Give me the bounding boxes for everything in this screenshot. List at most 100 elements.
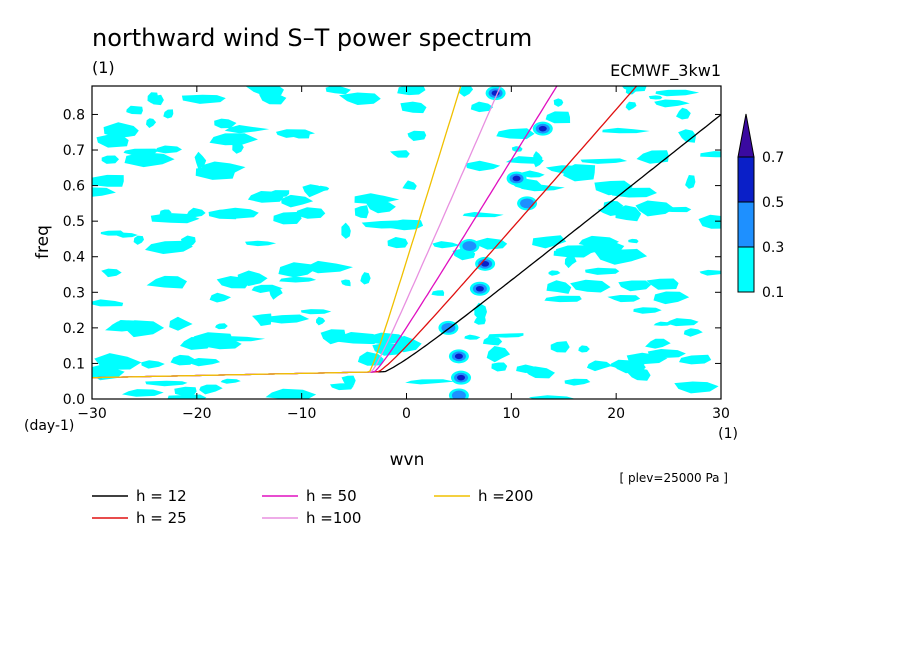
noise-patch: [407, 130, 427, 141]
noise-patch: [341, 375, 356, 387]
noise-patch: [315, 185, 330, 192]
chart-subtitle-right: ECMWF_3kw1: [610, 61, 721, 81]
noise-patch: [594, 248, 648, 265]
y-tick-label: 0.3: [63, 285, 85, 301]
noise-patch: [215, 323, 228, 330]
noise-patch: [544, 295, 582, 303]
colorbar-arrow: [737, 113, 755, 158]
noise-patch: [470, 101, 494, 113]
y-tick-label: 0.1: [63, 356, 85, 372]
noise-patch: [167, 394, 207, 399]
noise-patch: [281, 194, 314, 208]
noise-patch: [496, 128, 535, 140]
noise-patch: [665, 318, 699, 327]
noise-patch: [602, 127, 650, 134]
noise-patch: [402, 180, 417, 190]
noise-patch: [132, 150, 149, 158]
noise-contours: [92, 86, 721, 399]
noise-patch: [141, 360, 165, 369]
noise-patch: [360, 272, 371, 285]
noise-patch: [528, 395, 576, 399]
noise-patch: [195, 164, 236, 180]
noise-patch: [194, 151, 207, 170]
noise-patch: [181, 94, 226, 104]
noise-patch: [580, 238, 625, 254]
noise-patch: [122, 389, 164, 397]
x-tick-label: 10: [502, 406, 520, 422]
noise-patch: [259, 91, 287, 105]
dispersion-curve-h200: [92, 86, 462, 379]
x-tick-label: −30: [77, 406, 107, 422]
noise-patch: [251, 284, 283, 293]
noise-patch: [546, 280, 572, 294]
colorbar-segment: [737, 201, 755, 248]
noise-patch: [163, 109, 174, 119]
legend: h = 12 h = 25 h = 50 h =100 h =200: [92, 487, 533, 527]
noise-patch: [278, 262, 314, 278]
legend-label: h =200: [478, 487, 533, 505]
colorbar-label: 0.5: [762, 195, 784, 211]
noise-patch: [532, 151, 543, 168]
noise-patch: [279, 276, 317, 283]
noise-patch: [300, 309, 332, 315]
noise-patch: [186, 207, 206, 218]
noise-patch: [387, 237, 408, 249]
noise-patch: [146, 118, 157, 128]
noise-patch: [432, 241, 461, 249]
noise-patch: [103, 122, 139, 139]
noise-patch: [361, 220, 407, 229]
peak-level-3: [538, 125, 547, 132]
noise-patch: [214, 118, 237, 129]
y-axis-label: freq: [33, 225, 53, 259]
noise-patch: [636, 150, 669, 164]
noise-patch: [224, 125, 270, 134]
noise-patch: [101, 268, 122, 278]
noise-patch: [266, 314, 310, 324]
noise-patch: [647, 349, 686, 359]
noise-patch: [400, 101, 427, 114]
dispersion-curves: [92, 86, 721, 379]
peak-level-3: [475, 285, 484, 292]
colorbar-label: 0.3: [762, 240, 784, 256]
noise-patch: [462, 212, 504, 218]
noise-patch: [458, 86, 474, 97]
noise-patch: [487, 333, 524, 338]
noise-patch: [372, 343, 406, 356]
noise-patch: [678, 129, 696, 143]
noise-patch: [564, 378, 591, 386]
noise-patch: [339, 92, 381, 105]
x-tick-label: −20: [182, 406, 212, 422]
noise-patch: [699, 269, 721, 276]
colorbar-label: 0.1: [762, 285, 784, 301]
noise-patch: [628, 238, 639, 244]
noise-patch: [486, 346, 511, 363]
noise-patch: [397, 86, 426, 96]
noise-patch: [633, 307, 662, 314]
noise-patch: [580, 158, 628, 164]
noise-patch: [570, 279, 611, 293]
legend-label: h =100: [306, 509, 361, 527]
noise-patch: [645, 338, 671, 349]
x-axis-label: wvn: [390, 450, 425, 470]
noise-patch: [646, 278, 679, 290]
colorbar-segment: [737, 156, 755, 203]
noise-patch: [145, 380, 188, 387]
noise-patch: [276, 129, 315, 138]
noise-patch: [306, 260, 353, 274]
noise-patch: [550, 341, 570, 353]
legend-label: h = 50: [306, 487, 357, 505]
peak-level-3: [454, 353, 463, 360]
noise-patch: [325, 86, 351, 95]
noise-patch: [698, 214, 721, 229]
plot-area: [91, 85, 722, 400]
noise-patch: [491, 362, 508, 372]
noise-patch: [354, 193, 400, 205]
y-tick-label: 0.0: [63, 392, 85, 408]
y-tick-label: 0.4: [63, 250, 85, 266]
noise-patch: [92, 299, 124, 307]
noise-patch: [611, 187, 657, 198]
y-unit-label: (day-1): [24, 418, 74, 434]
y-tick-label: 0.6: [63, 179, 85, 195]
noise-patch: [252, 313, 272, 326]
noise-patch: [112, 232, 138, 238]
